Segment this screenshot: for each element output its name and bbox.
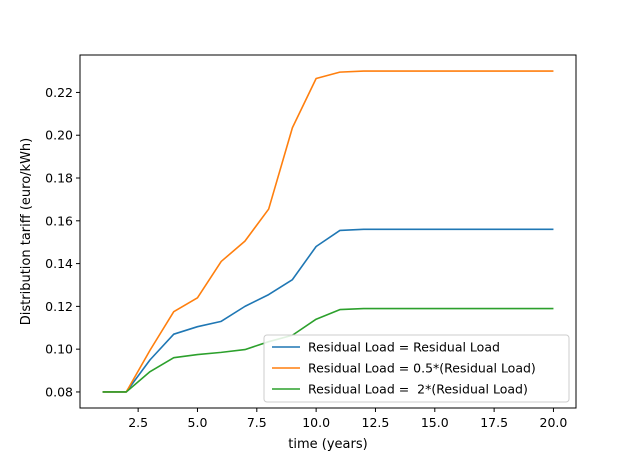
y-tick-label: 0.08	[45, 384, 73, 399]
series-line-2	[102, 70, 554, 393]
x-axis-label: time (years)	[288, 437, 367, 452]
legend-label-3: Residual Load = 2*(Residual Load)	[308, 382, 528, 397]
y-tick-label: 0.22	[45, 85, 73, 100]
y-tick-label: 0.20	[45, 128, 73, 143]
x-tick-label: 15.0	[421, 415, 449, 430]
y-tick-label: 0.16	[45, 213, 73, 228]
x-tick-label: 5.0	[188, 415, 208, 430]
y-axis-ticks: 0.08 0.10 0.12 0.14 0.16 0.18 0.20 0.22	[45, 85, 80, 399]
x-tick-label: 10.0	[302, 415, 330, 430]
series-line-3	[102, 307, 554, 393]
legend-box	[263, 334, 570, 403]
y-tick-label: 0.18	[45, 171, 73, 186]
y-axis-label: Distribution tariff (euro/kWh)	[19, 138, 34, 325]
series-lines	[102, 70, 554, 393]
x-tick-label: 20.0	[540, 415, 568, 430]
legend: Residual Load = Residual Load Residual Lo…	[263, 334, 570, 403]
plot-area-frame	[79, 54, 577, 409]
x-axis-ticks: 2.5 5.0 7.5 10.0 12.5 15.0 17.5 20.0	[128, 408, 567, 430]
x-tick-label: 17.5	[480, 415, 508, 430]
x-tick-label: 2.5	[128, 415, 148, 430]
series-line-1	[102, 228, 554, 393]
x-tick-label: 12.5	[362, 415, 390, 430]
legend-label-1: Residual Load = Residual Load	[308, 340, 500, 355]
y-tick-label: 0.10	[45, 342, 73, 357]
y-tick-label: 0.12	[45, 299, 73, 314]
y-tick-label: 0.14	[45, 256, 73, 271]
x-tick-label: 7.5	[247, 415, 267, 430]
legend-label-2: Residual Load = 0.5*(Residual Load)	[308, 361, 536, 376]
